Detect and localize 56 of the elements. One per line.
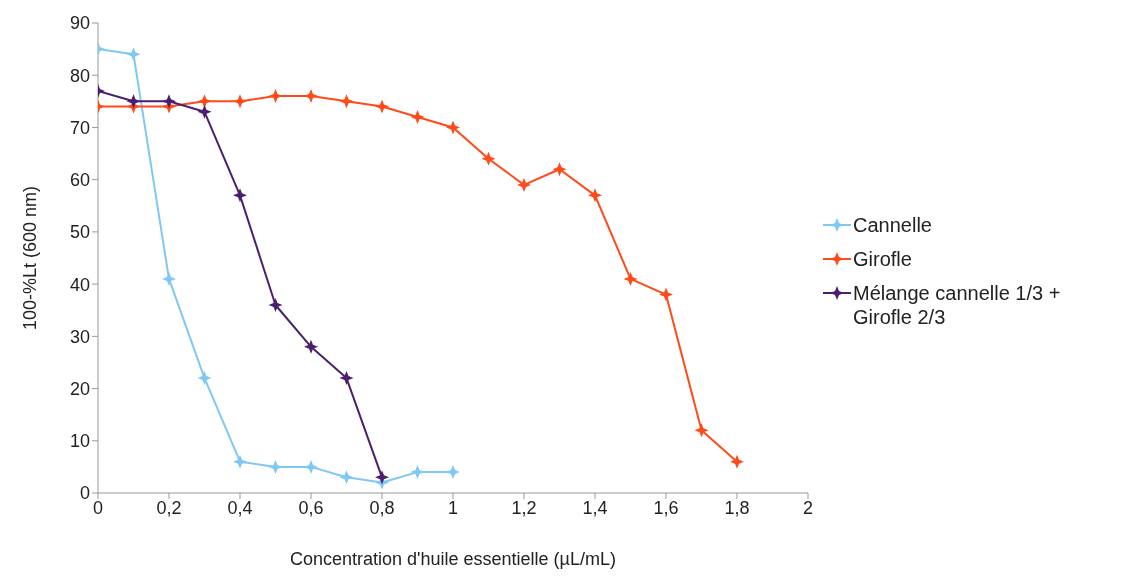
y-tick-label: 30 (69, 326, 90, 347)
x-tick-label: 0 (92, 497, 104, 518)
y-tick-label: 80 (69, 65, 90, 86)
y-tick-label: 90 (69, 13, 90, 34)
x-tick-label: 1,2 (511, 497, 537, 518)
x-axis-title: Concentration d'huile essentielle (µL/mL) (290, 549, 616, 569)
x-tick-label: 1,4 (582, 497, 608, 518)
y-axis-title: 100-%Lt (600 nm) (20, 185, 41, 331)
y-tick-label: 60 (69, 170, 90, 191)
y-tick-label: 10 (69, 431, 90, 452)
y-tick-label: 50 (69, 222, 90, 243)
point (197, 94, 212, 109)
point (339, 94, 354, 109)
point (126, 47, 141, 62)
x-tick-label: 0,6 (298, 497, 324, 518)
legend-label: Mélange cannelle 1/3 + Girofle 2/3 (853, 281, 1062, 329)
point (659, 287, 673, 302)
y-tick-label: 20 (69, 378, 90, 399)
x-tick-label: 1,6 (653, 497, 679, 518)
point (304, 459, 318, 474)
point (552, 162, 567, 177)
point (588, 188, 602, 203)
x-tick-label: 2 (802, 497, 814, 518)
point (375, 470, 389, 485)
point (481, 151, 496, 166)
point (197, 104, 212, 119)
point (233, 94, 247, 109)
point (304, 89, 318, 104)
point (304, 339, 318, 354)
point (694, 423, 709, 438)
y-tick-label: 40 (69, 274, 90, 295)
point (197, 371, 212, 386)
point (162, 94, 176, 109)
point (730, 454, 744, 469)
point (446, 465, 460, 480)
point (410, 110, 425, 124)
point (623, 271, 638, 286)
x-tick-label: 1,8 (724, 497, 750, 518)
point (446, 120, 460, 135)
point (233, 188, 247, 203)
y-tick-label: 70 (69, 117, 90, 138)
point (517, 177, 531, 192)
y-tick-label: 0 (79, 483, 90, 504)
point (339, 371, 354, 386)
point (162, 271, 176, 286)
x-tick-label: 1 (447, 497, 459, 518)
point (233, 454, 247, 469)
x-tick-label: 0,2 (156, 497, 182, 518)
point (375, 99, 389, 114)
x-tick-label: 0,8 (369, 497, 395, 518)
point (339, 470, 354, 485)
legend-label: Girofle (853, 247, 912, 271)
point (268, 298, 283, 312)
x-tick-label: 0,4 (227, 497, 253, 518)
point (126, 94, 141, 109)
legend-label: Cannelle (853, 213, 932, 237)
